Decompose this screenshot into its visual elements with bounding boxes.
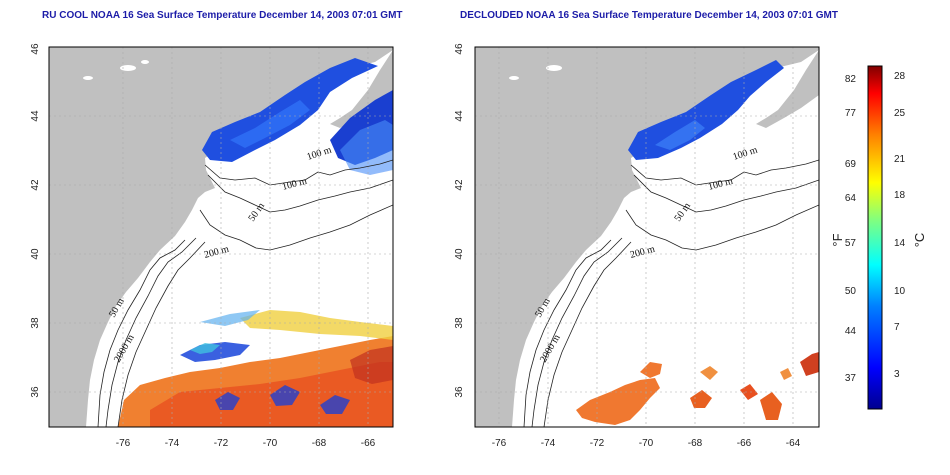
left-isobath-contours [97,159,393,427]
svg-text:82: 82 [845,74,857,85]
svg-text:14: 14 [894,238,906,249]
right-lon-ticks: -76 -74 -72 -70 -68 -66 -64 [492,438,801,449]
colorbar-gradient [867,65,883,410]
temperature-colorbar: 82 77 69 64 57 50 44 37 28 25 21 18 14 1… [830,65,927,410]
svg-text:-72: -72 [214,438,229,449]
svg-text:40: 40 [454,248,465,260]
left-land-mass [49,47,393,427]
right-nova-scotia-land [756,50,819,128]
svg-text:-68: -68 [312,438,327,449]
left-lon-ticks: -76 -74 -72 -70 -68 -66 [116,438,376,449]
svg-text:-70: -70 [263,438,278,449]
svg-text:25: 25 [894,108,906,119]
svg-text:-66: -66 [361,438,376,449]
right-lat-ticks: 36 38 40 42 44 46 [454,43,465,398]
svg-text:37: 37 [845,373,857,384]
svg-text:10: 10 [894,286,906,297]
svg-text:21: 21 [894,154,906,165]
svg-text:28: 28 [894,71,906,82]
svg-text:3: 3 [894,369,900,380]
svg-text:42: 42 [30,179,41,191]
svg-text:44: 44 [454,110,465,122]
svg-text:-74: -74 [165,438,180,449]
svg-text:18: 18 [894,190,906,201]
left-sst-map: 100 m 100 m 50 m 200 m 50 m 2000 m -76 -… [30,43,394,449]
svg-text:46: 46 [454,43,465,55]
svg-text:-66: -66 [737,438,752,449]
svg-text:-72: -72 [590,438,605,449]
svg-text:50: 50 [845,286,857,297]
right-map-frame [474,46,820,428]
svg-text:46: 46 [30,43,41,55]
svg-text:40: 40 [30,248,41,260]
svg-text:-74: -74 [541,438,556,449]
colorbar-celsius-ticks: 28 25 21 18 14 10 7 3 [894,71,906,380]
right-land-mass [475,47,819,427]
svg-text:-68: -68 [688,438,703,449]
colorbar-fahrenheit-unit: °F [830,233,845,246]
svg-text:44: 44 [845,326,857,337]
right-sst-map: 100 m 100 m 50 m 200 m 50 m 2000 m -76 -… [454,43,820,449]
svg-text:57: 57 [845,238,857,249]
colorbar-celsius-unit: °C [912,233,927,248]
right-graticule [475,47,819,427]
right-map-title: DECLOUDED NOAA 16 Sea Surface Temperatur… [460,10,838,21]
svg-text:36: 36 [30,386,41,398]
svg-text:-70: -70 [639,438,654,449]
colorbar-fahrenheit-ticks: 82 77 69 64 57 50 44 37 [845,74,857,384]
svg-text:-76: -76 [492,438,507,449]
right-sst-cold-region [628,60,784,160]
svg-text:77: 77 [845,108,857,119]
left-graticule [49,47,393,427]
left-lat-ticks: 36 38 40 42 44 46 [30,43,41,398]
svg-text:38: 38 [454,317,465,329]
svg-text:69: 69 [845,159,857,170]
left-map-title: RU COOL NOAA 16 Sea Surface Temperature … [42,10,403,21]
left-map-frame [48,46,394,428]
svg-text:42: 42 [454,179,465,191]
svg-text:7: 7 [894,322,900,333]
right-isobath-contours [523,159,819,427]
svg-text:44: 44 [30,110,41,122]
svg-text:36: 36 [454,386,465,398]
svg-text:64: 64 [845,193,857,204]
svg-text:38: 38 [30,317,41,329]
svg-text:-64: -64 [786,438,801,449]
svg-text:-76: -76 [116,438,131,449]
